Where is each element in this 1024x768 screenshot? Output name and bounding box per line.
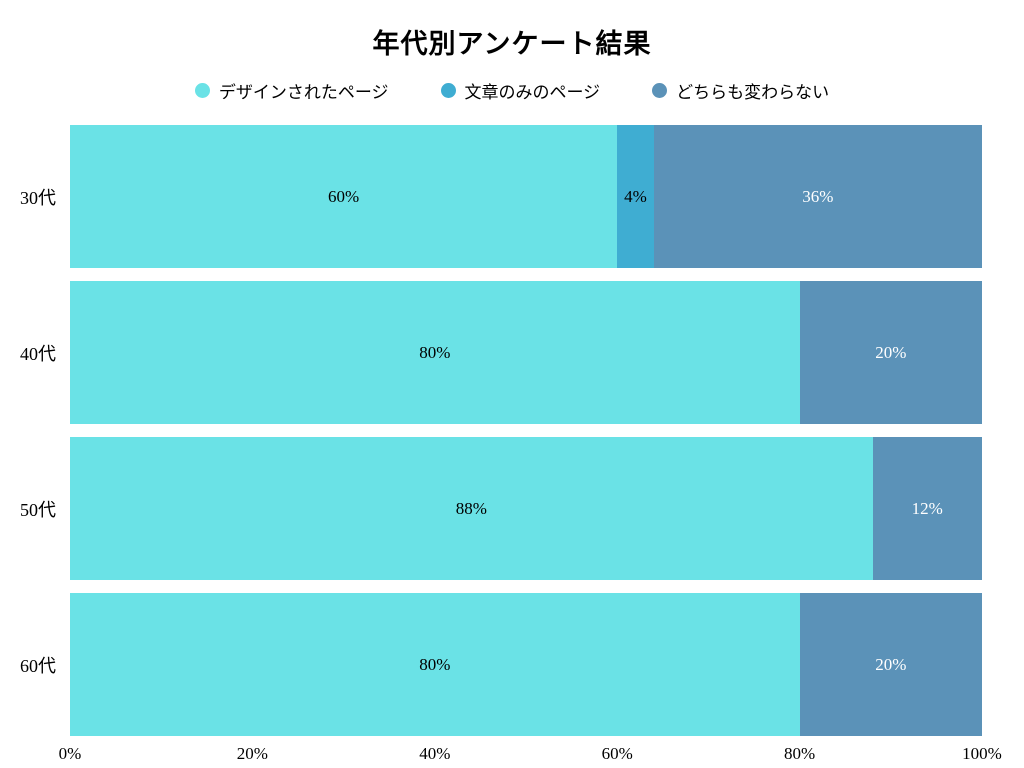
chart-row: 30代 60% 4% 36% [0, 125, 1024, 268]
bar-segment: 60% [70, 125, 618, 268]
stacked-bar: 80% 20% [70, 281, 982, 424]
legend-label: どちらも変わらない [676, 82, 830, 102]
legend-item: デザインされたページ [194, 78, 389, 103]
legend-dot-icon [652, 82, 668, 98]
category-label: 30代 [20, 187, 56, 208]
legend-label: デザインされたページ [218, 82, 389, 102]
plot-area: 30代 60% 4% 36% 40代 80% 20% 50代 88% 12% 60代 80% 20% [0, 125, 1024, 736]
x-axis-tick-label: 40% [419, 744, 451, 763]
legend-label: 文章のみのページ [464, 82, 601, 102]
legend-item: 文章のみのページ [440, 78, 601, 103]
x-axis-tick-label: 20% [236, 744, 268, 763]
stacked-bar: 88% 12% [70, 437, 982, 580]
legend-item: どちらも変わらない [652, 78, 829, 103]
x-axis-tick-label: 80% [784, 744, 816, 763]
category-label: 40代 [20, 343, 56, 364]
x-axis-tick-label: 100% [962, 744, 1002, 763]
stacked-bar: 80% 20% [70, 593, 982, 736]
stacked-bar: 60% 4% 36% [70, 125, 982, 268]
bar-segment: 88% [70, 437, 873, 580]
bar-segment: 80% [70, 593, 800, 736]
bar-segment: 4% [617, 125, 654, 268]
chart-row: 40代 80% 20% [0, 281, 1024, 424]
chart-title: 年代別アンケート結果 [372, 29, 652, 59]
bar-segment: 12% [872, 437, 982, 580]
x-axis-tick-label: 60% [601, 744, 633, 763]
x-axis: 0% 20% 40% 60% 80% 100% [59, 736, 1002, 768]
chart-row: 60代 80% 20% [0, 593, 1024, 736]
legend-dot-icon [194, 82, 210, 98]
category-label: 50代 [20, 499, 56, 520]
bar-segment: 36% [653, 125, 982, 268]
x-axis-tick-label: 0% [58, 744, 82, 763]
chart-row: 50代 88% 12% [0, 437, 1024, 580]
category-label: 60代 [20, 655, 56, 676]
chart-legend: デザインされたページ 文章のみのページ どちらも変わらない [0, 78, 1024, 103]
bar-segment: 20% [799, 593, 982, 736]
bar-segment: 20% [799, 281, 982, 424]
legend-dot-icon [440, 82, 456, 98]
bar-segment: 80% [70, 281, 800, 424]
